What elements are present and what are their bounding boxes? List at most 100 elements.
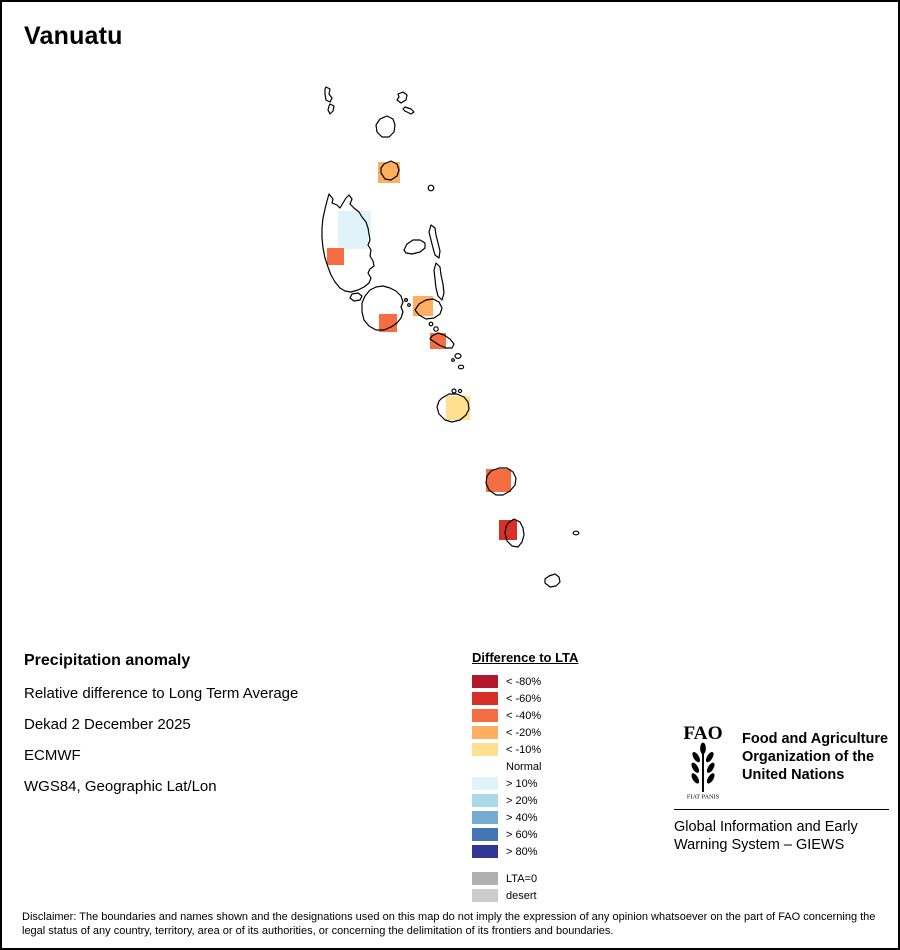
legend-swatch [472,872,498,885]
legend-label: Normal [506,760,542,773]
island-emae [457,364,465,370]
info-heading: Precipitation anomaly [24,652,191,669]
island-emao [457,388,463,394]
info-line-source: ECMWF [24,747,81,764]
legend-swatch [472,675,498,688]
fao-org-name: Food and Agriculture Organization of the… [742,731,889,783]
island-malakula [361,285,404,331]
legend-label: < -20% [506,726,542,739]
fao-header: FAO FIAT PANIS Food and Agriculture Orga… [674,722,889,800]
legend-item: > 60% [472,826,578,843]
anomaly-cell [499,520,517,540]
legend-swatch [472,777,498,790]
island-efate [436,393,470,423]
legend-swatch [472,889,498,902]
legend-label: desert [506,889,537,902]
legend-item: > 40% [472,809,578,826]
legend-swatch [472,692,498,705]
island-erromango [485,467,517,496]
island-pentecost [433,262,445,301]
legend-item: < -10% [472,741,578,758]
legend-label: < -80% [506,675,542,688]
fao-block: FAO FIAT PANIS Food and Agriculture Orga… [674,722,889,854]
anomaly-cell [413,296,433,316]
legend-swatch [472,760,498,773]
page-title: Vanuatu [24,22,123,50]
legend-label: > 40% [506,811,538,824]
legend-swatch [472,743,498,756]
fao-logo-motto: FIAT PANIS [687,794,720,800]
island-vanua-lava [375,115,396,138]
islet-uripiv [404,298,409,303]
info-line-period: Dekad 2 December 2025 [24,716,191,733]
legend-item: LTA=0 [472,870,578,887]
island-aneityum [544,573,561,588]
island-ureparapara [396,91,408,104]
anomaly-cell [379,314,397,332]
fao-logo-icon: FAO FIAT PANIS [683,723,722,800]
island-ambae [403,239,426,255]
legend-swatch [472,811,498,824]
island-ambrym [414,298,443,320]
legend-item: < -60% [472,690,578,707]
legend-label: > 20% [506,794,538,807]
legend-item: Normal [472,758,578,775]
legend: Difference to LTA < -80% < -60% < -40% < -2… [472,650,578,904]
legend-items: < -80% < -60% < -40% < -20% < -10% Normal > 10… [472,673,578,860]
islet-ewose [451,358,455,362]
anomaly-cell [338,231,368,249]
wheat-ear-icon [691,742,715,792]
legend-label: < -40% [506,709,542,722]
island-aniwa [572,530,580,536]
map-info-block: Precipitation anomaly Relative differenc… [24,652,298,809]
legend-label: > 10% [506,777,538,790]
legend-item: > 20% [472,792,578,809]
legend-label: > 60% [506,828,538,841]
anomaly-cell [327,248,344,265]
legend-item: < -40% [472,707,578,724]
island-lopevi [433,326,439,332]
island-espiritu-santo [321,193,375,293]
island-tongoa [454,353,462,360]
legend-item: > 10% [472,775,578,792]
island-toga [327,103,335,115]
legend-label: < -10% [506,743,542,756]
island-malo [349,292,363,302]
legend-label: LTA=0 [506,872,538,885]
island-hiu [324,86,333,103]
legend-item: < -20% [472,724,578,741]
anomaly-cell [430,333,446,349]
island-nguna [451,388,457,394]
legend-item: > 80% [472,843,578,860]
disclaimer-text: Disclaimer: The boundaries and names sho… [22,911,876,937]
island-mere-lava [427,184,435,192]
legend-label: > 80% [506,845,538,858]
island-paama [428,321,434,327]
anomaly-cell-layer [327,162,517,540]
info-line-projection: WGS84, Geographic Lat/Lon [24,778,217,795]
legend-label: < -60% [506,692,542,705]
legend-title: Difference to LTA [472,650,579,665]
fao-logo-acronym: FAO [683,723,722,744]
island-tanna [504,518,525,548]
island-epi [429,332,455,349]
island-gaua [380,160,400,181]
island-outline-layer [321,86,580,588]
legend-swatch [472,726,498,739]
legend-swatch [472,828,498,841]
island-maewo [428,224,441,259]
legend-item: < -80% [472,673,578,690]
islet-uri [407,303,411,307]
info-line-method: Relative difference to Long Term Average [24,685,299,702]
anomaly-cell [338,211,371,231]
legend-item: desert [472,887,578,904]
legend-swatch [472,794,498,807]
fao-divider [674,809,889,810]
legend-swatch [472,709,498,722]
island-mota-lava [402,106,415,115]
legend-swatch [472,845,498,858]
legend-extra-items: LTA=0 desert [472,870,578,904]
giews-caption: Global Information and Early Warning Sys… [674,819,858,853]
